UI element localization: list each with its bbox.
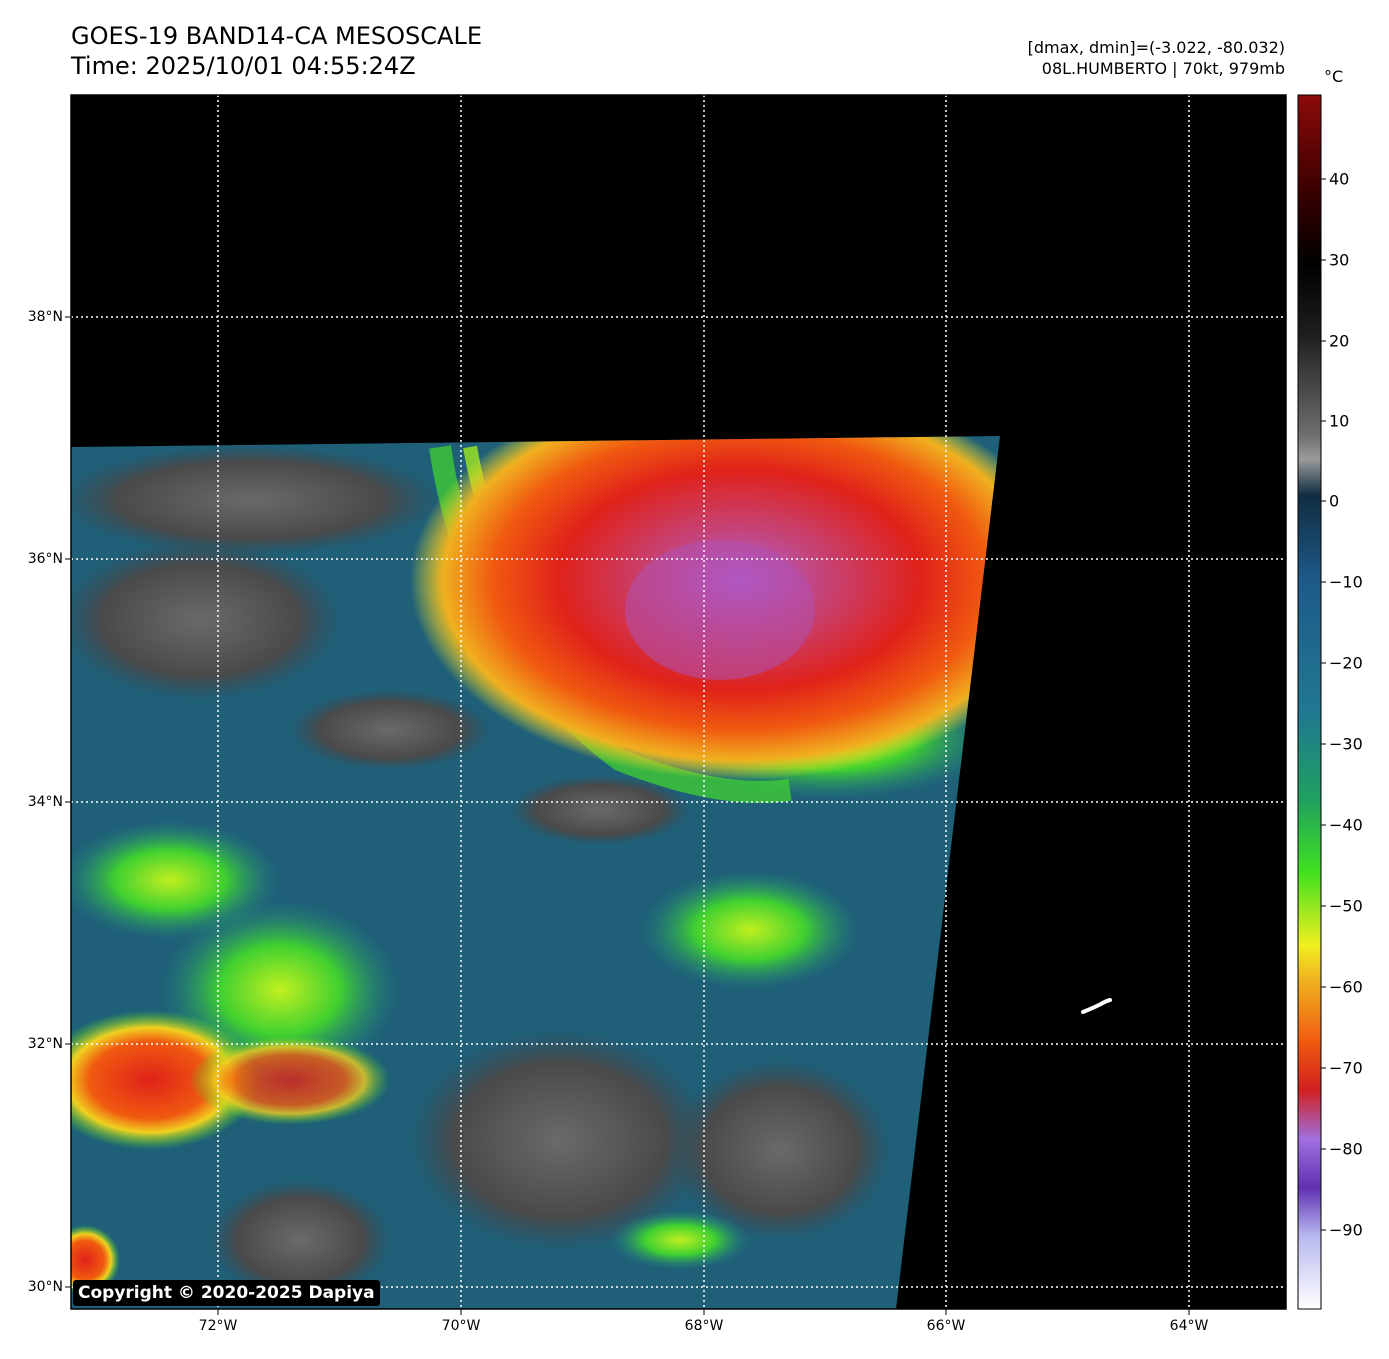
lat-label: 34°N — [27, 794, 63, 810]
lat-label: 38°N — [27, 309, 63, 325]
lat-label: 32°N — [27, 1036, 63, 1052]
lon-label: 66°W — [926, 1318, 966, 1334]
colorbar — [1297, 94, 1322, 1310]
lat-label: 36°N — [27, 551, 63, 567]
island-outline — [1081, 998, 1112, 1014]
lon-label: 68°W — [684, 1318, 724, 1334]
colorbar-tick-label: −90 — [1329, 1220, 1363, 1240]
colorbar-tick-label: −50 — [1329, 896, 1363, 916]
colorbar-tick-label: −40 — [1329, 815, 1363, 835]
gridlines — [71, 95, 1286, 1309]
lon-label: 72°W — [198, 1318, 238, 1334]
colorbar-tick-label: 10 — [1329, 411, 1350, 431]
map-frame — [70, 94, 1287, 1310]
imagery-swath — [71, 436, 1000, 1309]
lon-label: 70°W — [441, 1318, 481, 1334]
colorbar-tick-label: 0 — [1329, 491, 1340, 511]
data-range: [dmax, dmin]=(-3.022, -80.032) — [1027, 38, 1285, 57]
colorbar-tick-label: −20 — [1329, 653, 1363, 673]
map-title: GOES-19 BAND14-CA MESOSCALE — [71, 22, 482, 50]
colorbar-tick-label: −70 — [1329, 1058, 1363, 1078]
colorbar-tick-label: 30 — [1329, 250, 1350, 270]
copyright-label: Copyright © 2020-2025 Dapiya — [73, 1280, 380, 1306]
colorbar-tick-label: −30 — [1329, 734, 1363, 754]
colorbar-tick-label: −80 — [1329, 1139, 1363, 1159]
colorbar-tick-label: 40 — [1329, 169, 1350, 189]
colorbar-tick-label: −60 — [1329, 977, 1363, 997]
colorbar-tick-label: 20 — [1329, 331, 1350, 351]
colorbar-unit: °C — [1324, 67, 1344, 86]
map-time: Time: 2025/10/01 04:55:24Z — [71, 52, 416, 80]
lon-label: 64°W — [1169, 1318, 1209, 1334]
colorbar-ticks — [1321, 178, 1326, 1231]
lat-label: 30°N — [27, 1279, 63, 1295]
storm-info: 08L.HUMBERTO | 70kt, 979mb — [1041, 59, 1285, 78]
colorbar-tick-label: −10 — [1329, 572, 1363, 592]
axis-ticks — [65, 316, 1190, 1315]
